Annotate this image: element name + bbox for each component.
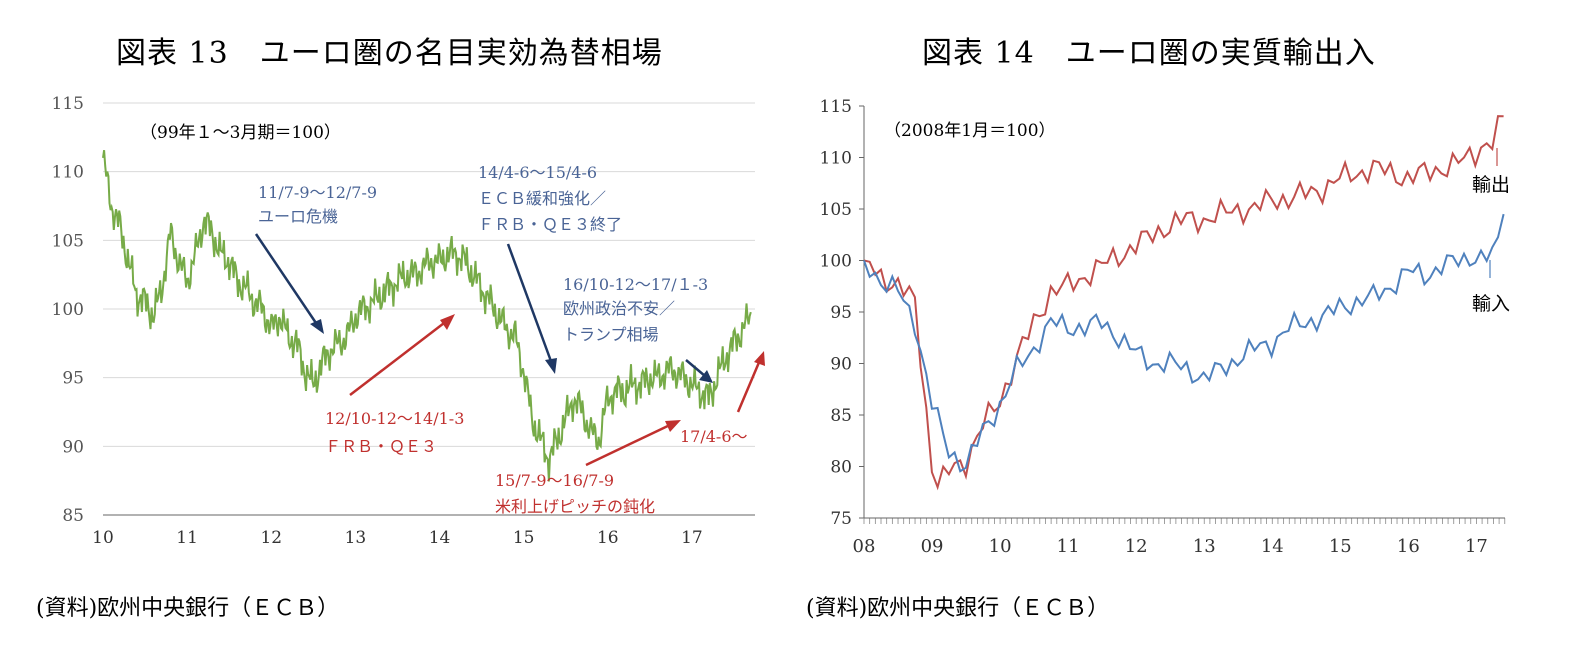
x-tick-label: 10 (92, 528, 114, 548)
x-tick-label: 09 (921, 536, 944, 557)
annotation-1-period: 11/7-9～12/7-9 (258, 183, 377, 202)
x-tick-label: 15 (513, 528, 535, 548)
y-tick-label: 90 (830, 355, 852, 375)
chart-title: 図表 13 ユーロ圏の名目実効為替相場 (116, 36, 663, 71)
x-tick-label: 14 (429, 528, 451, 548)
arrow-navy-2 (506, 243, 554, 365)
annotation-5-label-2: トランプ相場 (563, 325, 659, 344)
x-axis-tick-labels: 10 11 12 13 14 15 16 17 (92, 528, 703, 548)
arrow-navy-3 (685, 359, 706, 377)
x-tick-label: 11 (1057, 536, 1080, 557)
annotation-2-label: ＦＲＢ・ＱＥ３ (325, 437, 437, 456)
x-tick-label: 10 (989, 536, 1012, 557)
arrowhead-navy-1 (310, 319, 324, 334)
import-label: 輸入 (1472, 293, 1510, 315)
y-tick-label: 100 (52, 300, 84, 320)
annotation-4-label: 米利上げピッチの鈍化 (495, 497, 655, 516)
y-axis-tick-labels: 85 90 95 100 105 110 115 (52, 94, 84, 526)
y-tick-label: 95 (62, 369, 84, 389)
x-tick-label: 13 (1193, 536, 1216, 557)
arrowhead-red-3 (754, 351, 765, 366)
annotation-3-period: 14/4-6～15/4-6 (478, 163, 597, 182)
x-tick-label: 16 (1397, 536, 1420, 557)
x-tick-label: 12 (1125, 536, 1148, 557)
y-tick-label: 75 (830, 509, 852, 529)
y-axis-tick-labels: 75 80 85 90 95 100 105 110 115 (820, 97, 864, 529)
annotation-2-period: 12/10-12～14/1-3 (325, 409, 464, 428)
y-tick-label: 85 (62, 506, 84, 526)
chart-panel-nominal-exchange-rate: 図表 13 ユーロ圏の名目実効為替相場 85 90 95 100 105 110 115 1… (0, 0, 790, 666)
y-tick-label: 100 (820, 252, 852, 272)
x-axis-tick-labels: 08 09 10 11 12 13 14 15 16 17 (853, 536, 1488, 557)
gridlines (103, 102, 755, 447)
y-tick-label: 105 (52, 231, 84, 251)
arrowhead-red-1 (440, 314, 455, 330)
y-tick-label: 90 (62, 437, 84, 457)
annotation-5-period: 16/10-12～17/１-3 (563, 275, 708, 294)
x-tick-label: 11 (176, 528, 198, 548)
arrow-navy-1 (254, 233, 320, 327)
arrowhead-navy-3 (699, 370, 713, 383)
annotation-5-label-1: 欧州政治不安／ (563, 299, 675, 318)
y-tick-label: 115 (52, 94, 84, 114)
x-tick-label: 16 (597, 528, 619, 548)
arrow-red-2 (585, 422, 673, 467)
y-tick-label: 85 (830, 406, 852, 426)
y-tick-label: 110 (820, 149, 852, 169)
chart-title: 図表 14 ユーロ圏の実質輸出入 (922, 36, 1376, 71)
source-note: (資料)欧州中央銀行（ＥＣＢ） (36, 596, 340, 621)
arrowhead-navy-2 (545, 358, 557, 374)
y-tick-label: 105 (820, 200, 852, 220)
x-tick-label: 17 (1465, 536, 1488, 557)
x-axis-minor-ticks (863, 518, 1506, 524)
chart-base-note: （2008年1月＝100） (884, 121, 1056, 141)
annotation-6-period: 17/4-6～ (680, 427, 748, 446)
export-label: 輸出 (1472, 174, 1510, 196)
annotation-3-label-2: ＦＲＢ・ＱＥ３終了 (478, 215, 622, 234)
series-line-export (863, 115, 1504, 491)
x-tick-label: 08 (853, 536, 876, 557)
annotation-3-label-1: ＥＣＢ緩和強化／ (478, 189, 606, 208)
arrow-red-1 (349, 319, 449, 396)
chart-plot-area: 75 80 85 90 95 100 105 110 115 08 09 10 11 12 13 14 15 1… (820, 97, 1510, 557)
y-tick-label: 115 (820, 97, 852, 117)
x-tick-label: 15 (1329, 536, 1352, 557)
x-tick-label: 12 (260, 528, 282, 548)
series-line-import (863, 213, 1505, 473)
annotation-1-label: ユーロ危機 (258, 207, 338, 226)
arrow-red-3 (736, 359, 762, 413)
y-tick-label: 95 (830, 303, 852, 323)
x-tick-label: 14 (1261, 536, 1284, 557)
x-tick-label: 17 (681, 528, 703, 548)
annotation-4-period: 15/7-9～16/7-9 (495, 471, 614, 490)
series-line-exchange-rate (102, 150, 752, 482)
chart-base-note: （99年１～3月期＝100） (140, 123, 341, 143)
y-tick-label: 110 (52, 163, 84, 183)
y-tick-label: 80 (830, 458, 852, 478)
chart-plot-area: 85 90 95 100 105 110 115 10 11 12 13 14 15 16 17 （99年… (52, 94, 765, 548)
chart-panel-real-trade: 図表 14 ユーロ圏の実質輸出入 75 80 85 90 95 100 105 110 115 … (800, 0, 1587, 666)
x-tick-label: 13 (345, 528, 367, 548)
arrowhead-red-2 (665, 420, 681, 432)
source-note: (資料)欧州中央銀行（ＥＣＢ） (806, 596, 1110, 621)
